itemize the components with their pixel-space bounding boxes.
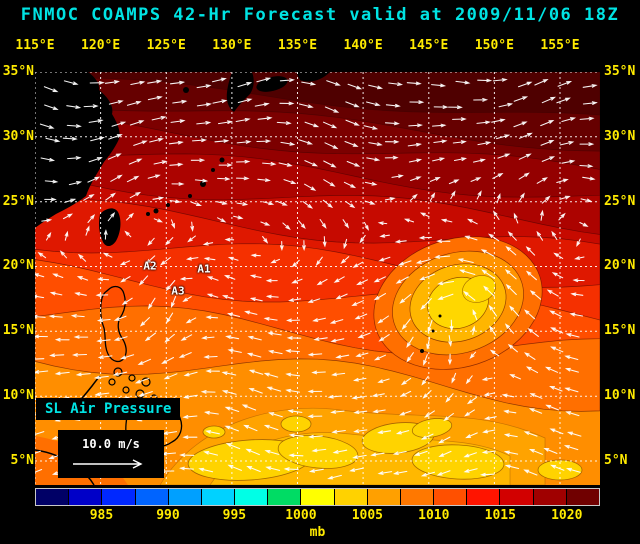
colorbar-unit: mb (309, 525, 326, 540)
lat-label-right: 15°N (604, 323, 636, 339)
colorbar-segment (201, 489, 236, 505)
lat-label-right: 25°N (604, 193, 636, 209)
colorbar-segment (434, 489, 468, 505)
lon-label: 125°E (146, 38, 186, 53)
lat-label-left: 20°N (2, 258, 34, 274)
lat-label-left: 10°N (2, 388, 34, 404)
colorbar-segment (268, 489, 302, 505)
colorbar-segment (334, 489, 368, 505)
colorbar-segment (36, 489, 70, 505)
colorbar-segment (102, 489, 136, 505)
storm-marker: A1 (197, 262, 211, 276)
lon-label: 150°E (474, 38, 514, 53)
wind-scale-box: 10.0 m/s (58, 430, 164, 478)
lon-label: 155°E (540, 38, 580, 53)
colorbar-tick-label: 1005 (351, 508, 383, 523)
colorbar-tick-label: 985 (89, 508, 114, 523)
lon-label: 135°E (277, 38, 318, 53)
colorbar-tick-label: 995 (222, 508, 247, 523)
lat-label-left: 30°N (2, 128, 34, 144)
lat-label-left: 15°N (2, 323, 34, 339)
colorbar-segment (533, 489, 567, 505)
lat-label-left: 35°N (2, 64, 34, 79)
colorbar-segment (69, 489, 103, 505)
lon-label: 145°E (409, 38, 449, 53)
lat-label-right: 10°N (604, 388, 636, 404)
lat-label-left: 25°N (2, 193, 34, 209)
lon-label: 120°E (81, 38, 121, 53)
lon-label: 140°E (343, 38, 383, 53)
colorbar-segment (168, 489, 202, 505)
colorbar-tick-label: 990 (156, 508, 180, 523)
field-label: SL Air Pressure (36, 398, 181, 420)
lat-label-right: 35°N (604, 64, 636, 79)
wind-scale-label: 10.0 m/s (82, 436, 140, 451)
colorbar-segment (500, 489, 534, 505)
colorbar-segment (235, 489, 269, 505)
lat-label-right: 5°N (604, 452, 628, 468)
lon-label: 115°E (15, 38, 55, 53)
page-title: FNMOC COAMPS 42-Hr Forecast valid at 200… (20, 5, 620, 25)
colorbar (35, 488, 600, 506)
colorbar-tick-label: 1000 (285, 508, 317, 523)
lon-label: 130°E (212, 38, 252, 53)
lat-label-right: 20°N (604, 258, 636, 274)
lat-label-right: 30°N (604, 128, 636, 144)
colorbar-segment (467, 489, 501, 505)
colorbar-segment (135, 489, 169, 505)
colorbar-tick-label: 1010 (418, 508, 450, 523)
wind-arrows (35, 77, 598, 480)
storm-marker: A3 (171, 284, 185, 298)
colorbar-segment (566, 489, 599, 505)
lat-label-left: 5°N (10, 452, 34, 468)
colorbar-tick-label: 1015 (484, 508, 516, 523)
storm-marker: A2 (143, 259, 157, 273)
colorbar-segment (367, 489, 401, 505)
wind-scale-arrow-icon (73, 459, 143, 469)
colorbar-segment (301, 489, 335, 505)
colorbar-segment (400, 489, 435, 505)
colorbar-tick-label: 1020 (551, 508, 583, 523)
